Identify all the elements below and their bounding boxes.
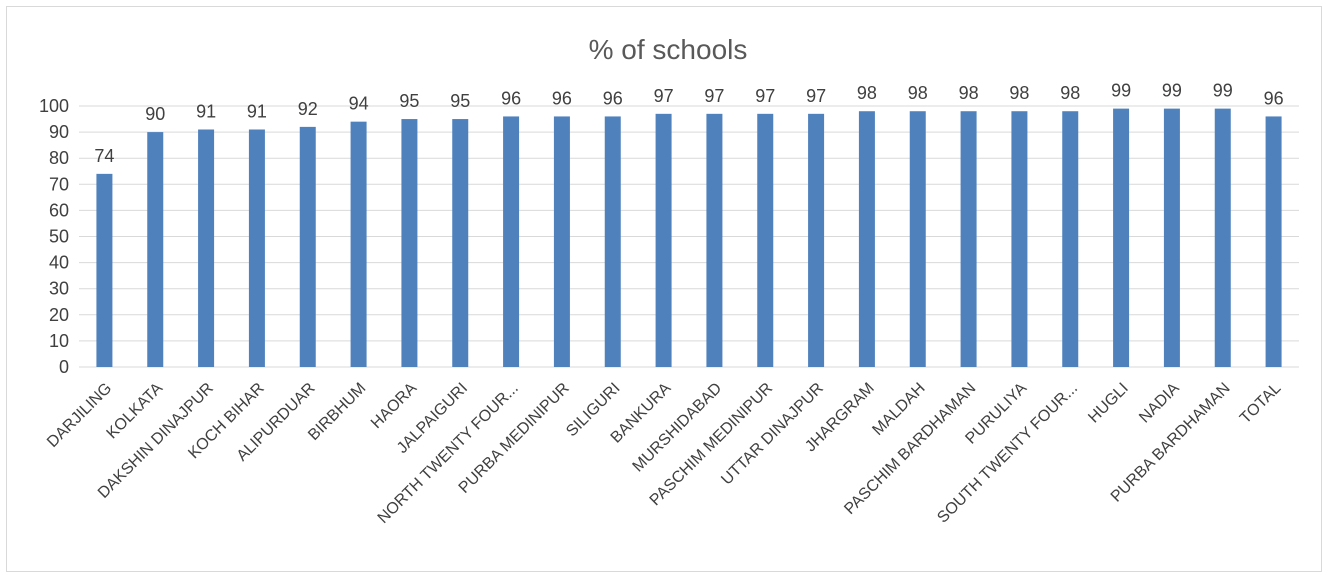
data-label: 91 xyxy=(196,101,216,121)
bar xyxy=(1011,111,1028,367)
bar xyxy=(299,126,316,367)
category-label: HUGLI xyxy=(1085,380,1132,427)
data-label: 97 xyxy=(704,86,724,106)
y-tick-label: 70 xyxy=(49,174,69,194)
bar xyxy=(858,111,875,367)
bar xyxy=(706,113,723,367)
bar xyxy=(757,113,774,367)
gridlines xyxy=(79,105,1299,368)
category-label: HAORA xyxy=(368,380,420,432)
data-label: 98 xyxy=(1060,83,1080,103)
category-label: DARJILING xyxy=(44,380,115,451)
bar xyxy=(655,113,672,367)
bar xyxy=(1163,108,1180,368)
bar xyxy=(1265,116,1282,367)
data-label: 92 xyxy=(298,99,318,119)
chart-frame: % of schools 0 10 20 30 40 50 60 70 80 90 100 74 90… xyxy=(6,6,1322,572)
bar xyxy=(147,132,164,367)
data-label: 95 xyxy=(450,91,470,111)
data-label: 96 xyxy=(552,88,572,108)
y-tick-label: 80 xyxy=(49,148,69,168)
bar xyxy=(1113,108,1130,368)
data-label: 95 xyxy=(399,91,419,111)
category-label: MURSHIDABAD xyxy=(630,380,726,476)
bar xyxy=(604,116,621,367)
bars xyxy=(96,108,1282,368)
data-label: 94 xyxy=(349,94,369,114)
data-label: 99 xyxy=(1111,81,1131,101)
data-label: 97 xyxy=(806,86,826,106)
bar xyxy=(808,113,825,367)
bar xyxy=(96,173,113,367)
y-tick-label: 30 xyxy=(49,279,69,299)
bar xyxy=(1214,108,1231,368)
data-label: 98 xyxy=(959,83,979,103)
y-tick-label: 90 xyxy=(49,122,69,142)
y-tick-label: 40 xyxy=(49,253,69,273)
y-tick-label: 50 xyxy=(49,227,69,247)
bar xyxy=(401,119,418,367)
y-tick-label: 0 xyxy=(59,357,69,377)
chart-title: % of schools xyxy=(589,34,748,65)
bar xyxy=(909,111,926,367)
data-label: 97 xyxy=(654,86,674,106)
data-label: 98 xyxy=(857,83,877,103)
bar xyxy=(248,129,265,367)
data-label: 97 xyxy=(755,86,775,106)
y-tick-label: 10 xyxy=(49,331,69,351)
data-label: 91 xyxy=(247,101,267,121)
data-label: 99 xyxy=(1213,81,1233,101)
category-label: TOTAL xyxy=(1237,380,1285,428)
y-tick-label: 100 xyxy=(39,96,69,116)
y-tick-label: 20 xyxy=(49,305,69,325)
y-tick-label: 60 xyxy=(49,200,69,220)
bar xyxy=(553,116,570,367)
data-label: 98 xyxy=(908,83,928,103)
y-axis-ticks: 0 10 20 30 40 50 60 70 80 90 100 xyxy=(39,96,69,377)
bar xyxy=(452,119,469,367)
data-label: 98 xyxy=(1009,83,1029,103)
data-labels: 74 90 91 91 92 94 95 95 96 96 96 97 97 97 97 98 98 98 98 98… xyxy=(94,81,1283,166)
bar xyxy=(198,129,215,367)
data-label: 96 xyxy=(1264,88,1284,108)
data-label: 96 xyxy=(603,88,623,108)
data-label: 99 xyxy=(1162,81,1182,101)
bar-chart: % of schools 0 10 20 30 40 50 60 70 80 90 100 74 90… xyxy=(39,34,1299,527)
data-label: 90 xyxy=(145,104,165,124)
bar xyxy=(1062,111,1079,367)
data-label: 96 xyxy=(501,88,521,108)
category-label: NADIA xyxy=(1136,380,1183,427)
bar xyxy=(960,111,977,367)
bar xyxy=(503,116,520,367)
data-label: 74 xyxy=(94,146,114,166)
bar xyxy=(350,121,367,367)
